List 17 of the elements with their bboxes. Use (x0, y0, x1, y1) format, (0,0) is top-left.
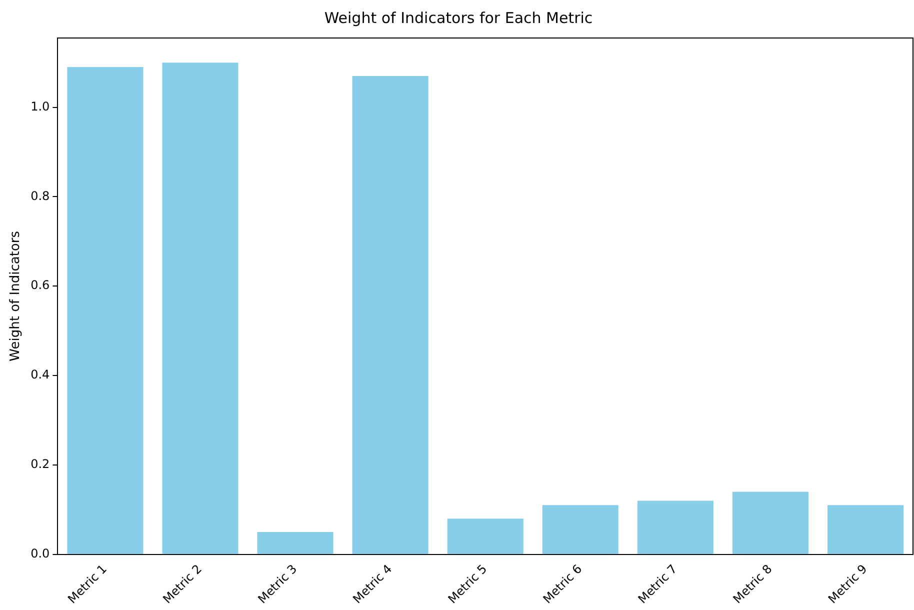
y-tick-label: 1.0 (30, 99, 50, 114)
y-tick-label: 0.4 (30, 368, 50, 382)
bar (732, 492, 808, 554)
bar (637, 500, 714, 554)
bar (352, 76, 428, 554)
y-axis-title: Weight of Indicators (8, 230, 24, 362)
y-tick-label: 0.6 (30, 278, 50, 292)
bar (257, 532, 334, 554)
bar (542, 505, 618, 554)
bar (447, 518, 524, 554)
chart-title: Weight of Indicators for Each Metric (324, 8, 593, 27)
bar (827, 505, 904, 554)
y-tick-label: 0.2 (30, 457, 50, 472)
y-tick-label: 0.8 (30, 188, 50, 203)
bar (67, 67, 144, 554)
bar (162, 62, 238, 554)
y-tick-label: 0.0 (30, 546, 50, 560)
